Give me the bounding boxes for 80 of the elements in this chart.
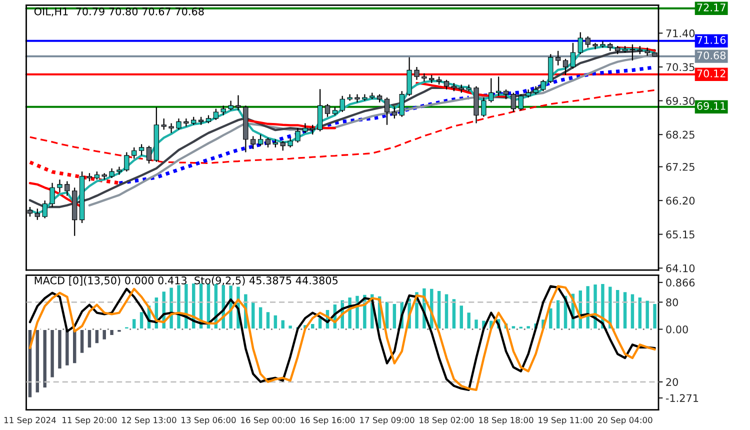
candlestick bbox=[510, 92, 516, 113]
candlestick bbox=[324, 103, 330, 118]
candlestick bbox=[444, 79, 450, 90]
ref-line-label: 71.16 bbox=[697, 36, 726, 44]
y-tick-label: 67.25 bbox=[666, 162, 694, 171]
x-tick-label: 18 Sep 18:00 bbox=[479, 416, 534, 425]
y-tick-label: 0.00 bbox=[666, 325, 688, 334]
candlestick bbox=[556, 50, 561, 66]
y-tick-label: 70.35 bbox=[666, 63, 694, 72]
line-series bbox=[28, 160, 122, 185]
line-series bbox=[28, 285, 656, 391]
candlestick bbox=[236, 94, 241, 111]
candlestick bbox=[176, 118, 182, 130]
y-tick-label: 69.30 bbox=[666, 96, 695, 105]
y-tick-label: 0.866 bbox=[666, 278, 695, 287]
ref-line-label: 69.11 bbox=[697, 102, 726, 110]
candlestick bbox=[50, 182, 55, 208]
y2-tick-label: 20 bbox=[666, 378, 678, 386]
candlestick bbox=[265, 137, 271, 148]
candlestick bbox=[42, 200, 48, 219]
y-tick-label: 68.25 bbox=[666, 130, 694, 139]
candlestick bbox=[124, 152, 130, 172]
candlestick bbox=[213, 108, 219, 121]
candlestick bbox=[116, 166, 122, 176]
candlestick bbox=[258, 134, 264, 146]
candlestick bbox=[503, 88, 509, 100]
candlestick bbox=[518, 94, 524, 111]
candlestick bbox=[228, 100, 234, 111]
ref-line-label: 70.12 bbox=[697, 70, 726, 78]
candlestick bbox=[168, 122, 174, 134]
ref-line-label: 70.68 bbox=[697, 51, 726, 60]
candlestick bbox=[481, 96, 486, 118]
candlestick bbox=[220, 105, 226, 116]
candlestick bbox=[302, 122, 308, 134]
y-tick-label: 64.10 bbox=[666, 264, 695, 272]
candlestick bbox=[496, 76, 502, 96]
candlestick bbox=[399, 90, 404, 118]
x-tick-label: 11 Sep 20:00 bbox=[62, 416, 117, 425]
x-tick-label: 17 Sep 09:00 bbox=[360, 416, 414, 425]
candlestick bbox=[570, 42, 576, 70]
x-tick-label: 11 Sep 2024 bbox=[4, 416, 56, 425]
x-tick-label: 12 Sep 13:00 bbox=[122, 416, 176, 425]
candlestick bbox=[340, 95, 345, 113]
candlestick bbox=[562, 58, 568, 76]
candlestick bbox=[280, 140, 286, 152]
x-tick-label: 19 Sep 11:00 bbox=[538, 416, 593, 425]
candlestick bbox=[57, 179, 62, 194]
candlestick bbox=[578, 32, 583, 55]
candlestick bbox=[585, 36, 590, 48]
candlestick bbox=[109, 168, 114, 179]
candlestick bbox=[540, 79, 546, 92]
candlestick bbox=[488, 78, 494, 103]
candlestick bbox=[288, 137, 293, 148]
x-tick-label: 13 Sep 06:00 bbox=[182, 416, 236, 425]
candlestick bbox=[295, 128, 300, 144]
x-tick-label: 16 Sep 16:00 bbox=[300, 416, 355, 425]
candlestick bbox=[161, 118, 166, 130]
candlestick bbox=[250, 136, 256, 150]
x-tick-label: 18 Sep 02:00 bbox=[420, 416, 474, 425]
chart-title: MACD [0](13,50) 0.000 0.413 Sto(9,2,5) 45.3875 44.3805 bbox=[34, 276, 338, 286]
candlestick bbox=[146, 145, 152, 164]
candlestick bbox=[310, 124, 316, 136]
y2-tick-label: 80 bbox=[666, 298, 678, 306]
candlestick bbox=[392, 106, 398, 120]
candlestick bbox=[34, 208, 40, 220]
y-tick-label: 66.20 bbox=[666, 196, 695, 205]
x-tick-label: 20 Sep 04:00 bbox=[598, 416, 652, 425]
candlestick bbox=[414, 66, 420, 80]
y-tick-label: 65.15 bbox=[666, 230, 694, 238]
candlestick bbox=[422, 72, 427, 82]
ref-line-label: 72.17 bbox=[697, 4, 726, 12]
candlestick bbox=[354, 94, 360, 103]
candlestick bbox=[138, 144, 144, 156]
candlestick bbox=[64, 180, 70, 196]
chart-title: OIL,H1 70.79 70.80 70.67 70.68 bbox=[34, 7, 204, 16]
y-tick-label: -1.271 bbox=[666, 394, 698, 402]
x-tick-label: 16 Sep 00:00 bbox=[241, 416, 296, 425]
candlestick bbox=[384, 96, 390, 126]
y-tick-label: 71.40 bbox=[666, 29, 695, 38]
candlestick bbox=[132, 146, 137, 160]
